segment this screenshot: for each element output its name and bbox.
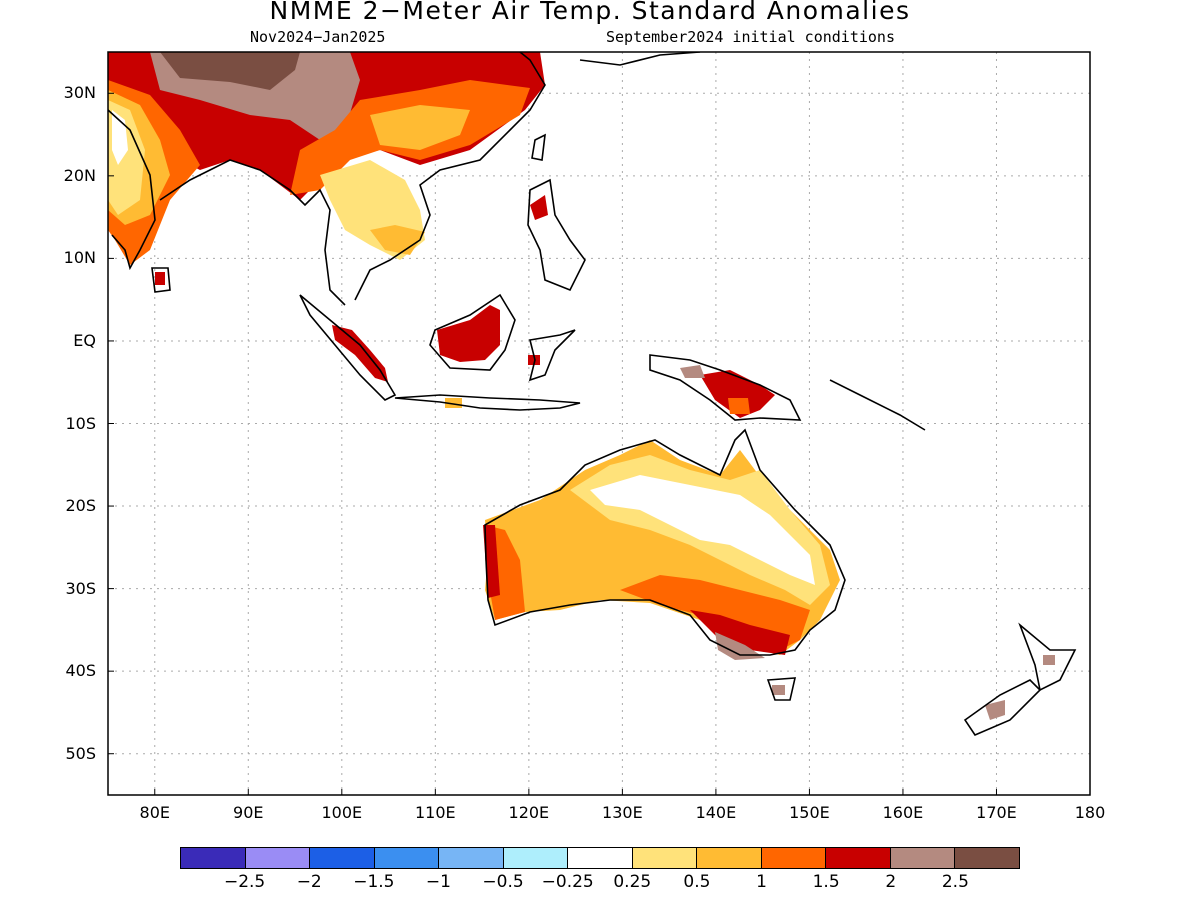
anomaly-region-borneo-red (437, 305, 500, 362)
anomaly-region-sumatra-red (332, 325, 388, 382)
legend-swatch (761, 848, 827, 868)
latitude-label: 40S (65, 661, 96, 681)
anomaly-region-newzealand-brown (985, 700, 1005, 720)
longitude-label: 110E (415, 803, 456, 822)
forecast-period: Nov2024−Jan2025 (250, 28, 386, 46)
legend-swatch (374, 848, 440, 868)
legend-swatch (890, 848, 956, 868)
coastline-philippines (527, 178, 586, 292)
coastline-borneo (429, 293, 516, 371)
legend-label: −0.5 (482, 872, 524, 892)
longitude-label: 100E (321, 803, 363, 822)
longitude-label: 80E (139, 803, 170, 822)
legend-swatch (181, 848, 246, 868)
longitude-label: 180 (1074, 803, 1106, 822)
anomaly-region-srilanka-red (155, 272, 165, 285)
anomaly-region-java-lightorange (445, 398, 462, 408)
anomaly-region-newguinea-red (700, 370, 775, 418)
latitude-label: 10S (65, 413, 96, 433)
longitude-label: 170E (976, 803, 1017, 822)
initial-conditions: September2024 initial conditions (606, 28, 895, 46)
coastline-newzealand-south (963, 679, 1042, 736)
legend-swatch (826, 848, 891, 868)
legend-label: −2 (296, 872, 322, 892)
legend-swatch (503, 848, 569, 868)
legend-swatch (568, 848, 633, 868)
legend-label: 1 (756, 872, 767, 892)
coastline-japan (579, 52, 701, 66)
latitude-label: 20N (63, 165, 96, 185)
anomaly-region-tibet-darkbrown (160, 52, 300, 90)
anomaly-region-australia-brown (715, 632, 765, 660)
latitude-label: 20S (65, 496, 96, 516)
anomaly-region-australia-southeast-red (690, 610, 790, 655)
legend-label: 2 (885, 872, 897, 892)
coastline-newzealand-north (1018, 622, 1077, 692)
latitude-label: 10N (63, 248, 96, 268)
legend-label: −1 (425, 872, 451, 892)
longitude-label: 90E (233, 803, 264, 822)
axis-ticks (108, 92, 1091, 795)
coastline-asia (108, 52, 546, 306)
anomaly-region-sulawesi-red (528, 355, 540, 365)
coastline-java (394, 394, 581, 411)
coastline-srilanka (151, 267, 171, 293)
longitude-label: 130E (602, 803, 643, 822)
latitude-label: 30S (65, 578, 96, 598)
legend-swatch (245, 848, 311, 868)
legend-swatch (632, 848, 698, 868)
anomaly-region-philippines-red (530, 195, 548, 220)
anomaly-region-australia-white (590, 475, 815, 585)
anomaly-region-indochina-lightorange (370, 225, 425, 255)
anomaly-region-newzealand-north-brown (1043, 655, 1055, 665)
longitude-label: 160E (882, 803, 924, 822)
anomaly-fields (108, 52, 1055, 720)
longitude-label: 150E (789, 803, 830, 822)
legend-label: 1.5 (812, 872, 840, 892)
legend-swatch (310, 848, 375, 868)
anomaly-region-china-lightorange (370, 105, 470, 150)
legend-label: 0.25 (613, 872, 652, 892)
latitude-label: 50S (65, 743, 96, 763)
anomaly-region-newguinea-orange (728, 398, 750, 414)
coastline-taiwan (531, 133, 546, 161)
legend-label: −0.25 (541, 872, 594, 892)
coastline-newguinea (649, 354, 802, 421)
legend-label: −2.5 (223, 872, 266, 892)
legend-label: 0.5 (683, 872, 711, 892)
coastline-sumatra (299, 294, 397, 401)
latitude-label: EQ (73, 330, 96, 350)
legend-label: 2.5 (941, 872, 969, 892)
color-legend (180, 847, 1020, 869)
legend-swatch (955, 848, 1019, 868)
legend-swatch (697, 848, 762, 868)
map-title: NMME 2−Meter Air Temp. Standard Anomalie… (269, 0, 911, 25)
legend-swatch (439, 848, 504, 868)
coastline-australia (484, 428, 846, 656)
anomaly-region-newguinea-brown (680, 365, 705, 378)
coastline-sulawesi (528, 329, 576, 382)
longitude-label: 140E (695, 803, 737, 822)
longitude-label: 120E (508, 803, 550, 822)
coastline-tasmania (766, 677, 797, 701)
coastlines (108, 52, 1077, 736)
coastline-solomons (829, 379, 926, 431)
latitude-label: 30N (63, 83, 96, 103)
legend-label: −1.5 (353, 872, 395, 892)
anomaly-region-tasmania-brown (772, 685, 785, 695)
